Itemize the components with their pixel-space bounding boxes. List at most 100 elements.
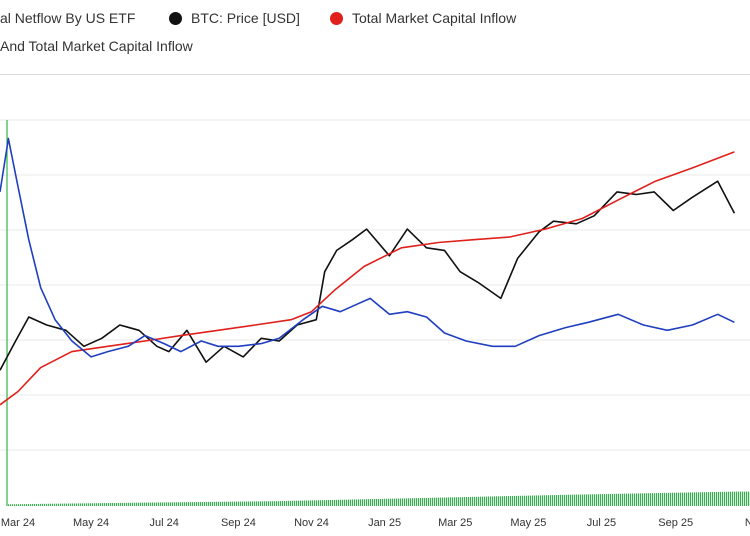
volume-bar: [436, 497, 438, 506]
volume-bar: [286, 500, 288, 506]
volume-bar: [468, 496, 470, 506]
x-tick-label: Jul 25: [587, 517, 616, 529]
volume-bar: [188, 502, 190, 506]
volume-bar: [512, 495, 514, 506]
volume-bar: [596, 494, 598, 506]
volume-bar: [648, 493, 650, 506]
volume-bar: [626, 493, 628, 506]
volume-bar: [474, 496, 476, 506]
volume-bar: [44, 503, 46, 506]
legend-item-btc-price[interactable]: BTC: Price [USD]: [169, 10, 300, 26]
volume-bar: [696, 492, 698, 506]
volume-bar: [382, 498, 384, 506]
volume-bar: [104, 503, 106, 506]
volume-bar: [116, 502, 118, 506]
volume-bar: [66, 503, 68, 506]
volume-bar: [386, 498, 388, 506]
volume-bar: [526, 495, 528, 506]
volume-bar: [114, 502, 116, 506]
volume-bar: [350, 499, 352, 506]
volume-bar: [348, 499, 350, 506]
volume-bar: [94, 503, 96, 506]
volume-bar: [488, 496, 490, 506]
volume-bar: [222, 501, 224, 506]
volume-bar: [702, 492, 704, 506]
volume-bar: [100, 503, 102, 506]
volume-bar: [38, 503, 40, 506]
volume-bar: [520, 495, 522, 506]
volume-bar: [234, 501, 236, 506]
volume-bar: [412, 498, 414, 506]
volume-bar: [434, 497, 436, 506]
volume-bar: [370, 499, 372, 506]
volume-bar: [484, 496, 486, 506]
volume-bar: [118, 502, 120, 506]
volume-bar: [336, 499, 338, 506]
volume-bar: [56, 503, 58, 506]
volume-bar: [152, 502, 154, 506]
volume-bar: [450, 497, 452, 506]
volume-bar: [420, 498, 422, 506]
volume-bar: [658, 493, 660, 506]
volume-bar: [254, 501, 256, 506]
volume-bar: [328, 500, 330, 506]
volume-bar: [738, 491, 740, 506]
volume-bar: [138, 502, 140, 506]
volume-bar: [130, 502, 132, 506]
volume-bar: [562, 494, 564, 506]
volume-bar: [272, 501, 274, 506]
volume-bar: [584, 494, 586, 506]
volume-bar: [554, 495, 556, 506]
volume-bar: [690, 492, 692, 506]
volume-bar: [388, 498, 390, 506]
volume-bar: [494, 496, 496, 506]
volume-bar: [662, 492, 664, 506]
volume-bar: [196, 502, 198, 506]
volume-bar: [92, 503, 94, 506]
volume-bar: [704, 492, 706, 506]
volume-bar: [108, 503, 110, 506]
volume-bar: [342, 499, 344, 506]
volume-bar: [740, 491, 742, 506]
legend-item-etf-netflow[interactable]: al Netflow By US ETF: [0, 10, 135, 26]
volume-bar: [630, 493, 632, 506]
volume-bar: [728, 491, 730, 506]
volume-bar: [208, 501, 210, 506]
volume-bar: [614, 493, 616, 506]
volume-bar: [720, 491, 722, 506]
chart-subtitle: And Total Market Capital Inflow: [0, 38, 193, 54]
volume-bar: [160, 502, 162, 506]
volume-bar: [302, 500, 304, 506]
volume-bar: [438, 497, 440, 506]
volume-bar: [168, 502, 170, 506]
volume-bar: [714, 491, 716, 506]
volume-bar: [132, 502, 134, 506]
volume-bar: [506, 496, 508, 506]
volume-bar: [694, 492, 696, 506]
volume-bar: [522, 495, 524, 506]
volume-bar: [580, 494, 582, 506]
x-tick-label: Nov 24: [294, 517, 329, 529]
volume-bar: [570, 494, 572, 506]
volume-bar: [576, 494, 578, 506]
volume-bar: [480, 496, 482, 506]
volume-bar: [598, 494, 600, 506]
volume-bar: [586, 494, 588, 506]
volume-bar: [698, 492, 700, 506]
volume-bar: [282, 501, 284, 506]
volume-bar: [616, 493, 618, 506]
volume-bar: [574, 494, 576, 506]
legend-item-market-inflow[interactable]: Total Market Capital Inflow: [330, 10, 516, 26]
volume-bar: [724, 491, 726, 506]
volume-bar: [140, 502, 142, 506]
volume-bar: [654, 493, 656, 506]
volume-bar: [324, 500, 326, 506]
volume-bar: [306, 500, 308, 506]
volume-bar: [572, 494, 574, 506]
volume-bar: [74, 503, 76, 506]
volume-bar: [548, 495, 550, 506]
x-tick-label: Jan 25: [368, 517, 401, 529]
volume-bar: [276, 501, 278, 506]
volume-bar: [192, 502, 194, 506]
volume-bar: [578, 494, 580, 506]
